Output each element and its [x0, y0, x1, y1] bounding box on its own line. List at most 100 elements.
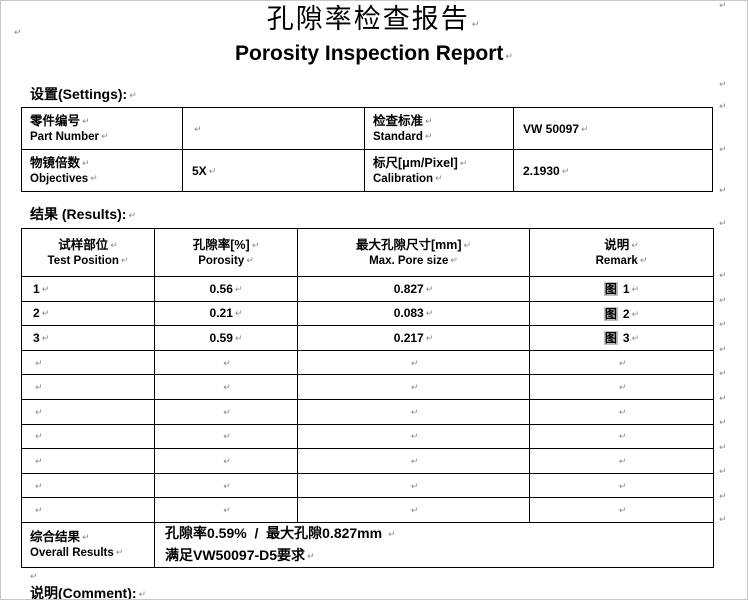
col-header-test-position: 试样部位 ↵ Test Position ↵	[21, 228, 155, 277]
comment-heading: 说明(Comment): ↵	[30, 584, 147, 600]
remark-cell[interactable]: ↵	[529, 472, 714, 499]
paragraph-mark: ↵	[425, 333, 434, 344]
paragraph-mark: ↵	[101, 131, 109, 142]
remark-cell[interactable]: 图 2 ↵	[529, 300, 714, 327]
row-end-mark: ↵	[719, 219, 727, 229]
test-position-cell[interactable]: ↵	[21, 448, 155, 474]
standard-value[interactable]: VW 50097 ↵	[513, 107, 713, 150]
test-position-cell[interactable]: ↵	[21, 398, 155, 425]
pore-size-cell[interactable]: ↵	[297, 398, 530, 425]
paragraph-mark: ↵	[631, 334, 640, 345]
test-position-cell[interactable]: ↵	[21, 472, 155, 499]
paragraph-mark: ↵	[90, 173, 98, 184]
paragraph-mark: ↵	[471, 20, 482, 30]
row-end-mark: ↵	[719, 467, 727, 477]
report-title-en: Porosity Inspection Report ↵	[235, 42, 513, 65]
pore-size-cell[interactable]: ↵	[297, 448, 530, 474]
results-heading: 结果 (Results): ↵	[30, 206, 136, 222]
test-position-cell[interactable]: 1 ↵	[21, 276, 155, 302]
porosity-cell[interactable]: ↵	[154, 472, 298, 499]
paragraph-mark: ↵	[450, 255, 458, 266]
row-end-mark: ↵	[719, 145, 727, 155]
report-title-cn: 孔隙率检查报告 ↵	[266, 4, 482, 35]
figure-field: 图	[603, 306, 618, 321]
settings-row-2: 物镜倍数 ↵ Objectives ↵ 5X ↵ 标尺[μm/Pixel] ↵ Cali…	[21, 149, 713, 192]
porosity-cell[interactable]: ↵	[154, 448, 298, 474]
test-position-cell[interactable]: ↵	[21, 374, 155, 400]
part-number-value[interactable]: ↵	[182, 107, 365, 150]
pore-size-cell[interactable]: 0.827 ↵	[297, 276, 530, 302]
paragraph-mark: ↵	[208, 166, 217, 177]
paragraph-mark: ↵	[35, 358, 43, 369]
settings-row-1: 零件编号 ↵ Part Number ↵ ↵ 检查标准 ↵ Standard ↵ VW …	[21, 107, 713, 150]
row-end-mark: ↵	[719, 80, 727, 90]
pore-size-cell[interactable]: ↵	[297, 423, 530, 450]
overall-results-value[interactable]: 孔隙率0.59% / 最大孔隙0.827mm ↵ 满足VW50097-D5要求 ↵	[154, 521, 714, 568]
pore-size-cell[interactable]: ↵	[297, 497, 530, 523]
test-position-cell[interactable]: ↵	[21, 423, 155, 450]
empty-result-row: ↵ ↵ ↵ ↵	[21, 423, 714, 450]
paragraph-mark: ↵	[463, 240, 472, 251]
paragraph-mark: ↵	[618, 358, 627, 369]
col-header-max-pore-size: 最大孔隙尺寸[mm] ↵ Max. Pore size ↵	[297, 228, 530, 277]
paragraph-mark: ↵	[82, 116, 90, 127]
paragraph-mark: ↵	[307, 551, 315, 562]
paragraph-mark: ↵	[618, 407, 627, 418]
pore-size-cell[interactable]: 0.083 ↵	[297, 300, 530, 327]
paragraph-mark: ↵	[120, 255, 129, 266]
paragraph-mark: ↵	[246, 255, 254, 266]
porosity-cell[interactable]: ↵	[154, 349, 298, 376]
row-end-mark: ↵	[719, 102, 727, 112]
row-end-mark: ↵	[719, 443, 727, 453]
pore-size-cell[interactable]: ↵	[297, 349, 530, 376]
paragraph-mark: ↵	[410, 407, 419, 418]
porosity-cell[interactable]: ↵	[154, 423, 298, 450]
pore-size-cell[interactable]: ↵	[297, 472, 530, 499]
paragraph-mark: ↵	[631, 240, 639, 251]
settings-table: 零件编号 ↵ Part Number ↵ ↵ 检查标准 ↵ Standard ↵ VW …	[21, 107, 713, 192]
porosity-cell[interactable]: 0.21 ↵	[154, 300, 298, 327]
pore-size-cell[interactable]: ↵	[297, 374, 530, 400]
paragraph-mark: ↵	[41, 333, 50, 344]
paragraph-mark: ↵	[719, 1, 727, 11]
row-end-mark: ↵	[719, 271, 727, 281]
remark-cell[interactable]: 图 1 ↵	[529, 276, 714, 302]
test-position-cell[interactable]: ↵	[21, 497, 155, 523]
empty-paragraph: ↵	[30, 570, 747, 583]
porosity-cell[interactable]: ↵	[154, 497, 298, 523]
col-header-porosity: 孔隙率[%] ↵ Porosity ↵	[154, 228, 298, 277]
row-end-mark: ↵	[719, 320, 727, 330]
remark-cell[interactable]: ↵	[529, 448, 714, 474]
pore-size-cell[interactable]: 0.217 ↵	[297, 325, 530, 351]
paragraph-mark: ↵	[223, 506, 231, 517]
result-row-2: 2 ↵ 0.21 ↵ 0.083 ↵ 图 2 ↵	[21, 300, 714, 327]
objectives-value[interactable]: 5X ↵	[182, 149, 365, 192]
row-end-mark: ↵	[719, 369, 727, 379]
remark-cell[interactable]: ↵	[529, 349, 714, 376]
paragraph-mark: ↵	[82, 158, 90, 169]
test-position-cell[interactable]: 3 ↵	[21, 325, 155, 351]
remark-cell[interactable]: ↵	[529, 423, 714, 450]
empty-result-row: ↵ ↵ ↵ ↵	[21, 349, 714, 376]
remark-cell[interactable]: ↵	[529, 374, 714, 400]
paragraph-mark: ↵	[459, 158, 468, 169]
calibration-value[interactable]: 2.1930 ↵	[513, 149, 713, 192]
porosity-cell[interactable]: 0.59 ↵	[154, 325, 298, 351]
calibration-label: 标尺[μm/Pixel] ↵ Calibration ↵	[364, 149, 514, 192]
porosity-cell[interactable]: ↵	[154, 398, 298, 425]
paragraph-mark: ↵	[110, 240, 118, 251]
remark-cell[interactable]: ↵	[529, 398, 714, 425]
paragraph-mark: ↵	[41, 309, 50, 320]
porosity-cell[interactable]: 0.56 ↵	[154, 276, 298, 302]
row-end-mark: ↵	[719, 345, 727, 355]
test-position-cell[interactable]: ↵	[21, 349, 155, 376]
paragraph-mark: ↵	[35, 481, 43, 492]
paragraph-mark: ↵	[234, 309, 243, 320]
remark-cell[interactable]: ↵	[529, 497, 714, 523]
results-header-row: 试样部位 ↵ Test Position ↵ 孔隙率[%] ↵ Porosity ↵ 最…	[21, 228, 714, 277]
paragraph-mark: ↵	[618, 456, 627, 467]
porosity-cell[interactable]: ↵	[154, 374, 298, 400]
remark-cell[interactable]: 图 3 ↵	[529, 325, 714, 351]
test-position-cell[interactable]: 2 ↵	[21, 300, 155, 327]
paragraph-mark: ↵	[35, 432, 43, 443]
